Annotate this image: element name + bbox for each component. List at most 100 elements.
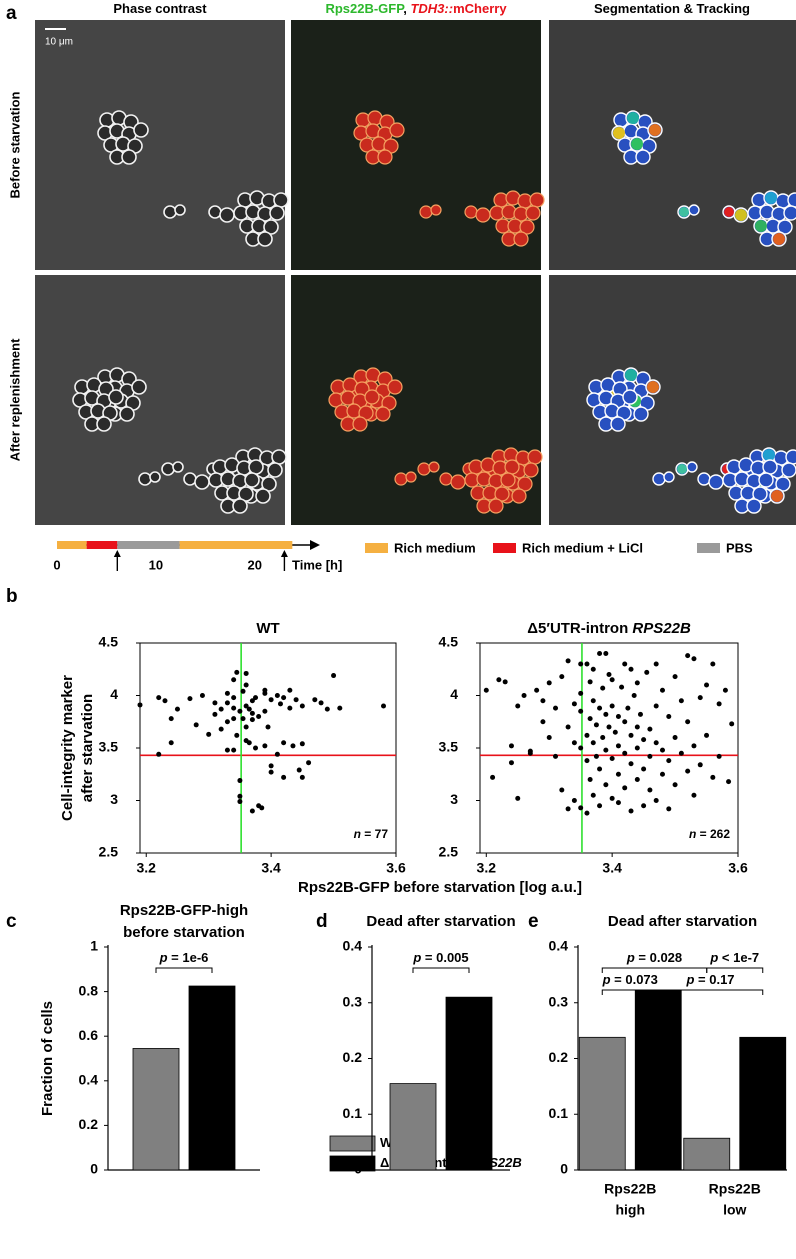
point	[381, 703, 387, 709]
text-part: = 77	[361, 827, 388, 841]
point	[168, 716, 174, 722]
y-tick-label: 0	[90, 1161, 98, 1177]
y-tick-label: 0.1	[343, 1105, 363, 1121]
time-segment	[57, 541, 87, 549]
point	[287, 705, 293, 711]
legend-label: PBS	[726, 540, 753, 555]
point	[274, 751, 280, 757]
point	[597, 766, 603, 772]
column-title: Segmentation & Tracking	[594, 1, 750, 16]
point	[231, 695, 237, 701]
legend-swatch	[329, 1135, 376, 1152]
y-tick-label: 3.5	[439, 739, 459, 755]
point	[262, 708, 268, 714]
point	[634, 680, 640, 686]
x-tick-label: 3.4	[602, 860, 622, 876]
point	[587, 716, 593, 722]
point	[587, 679, 593, 685]
point	[625, 705, 631, 711]
point	[597, 651, 603, 656]
point	[515, 795, 521, 801]
x-tick-label: 20	[248, 557, 262, 572]
image	[35, 20, 289, 270]
point	[249, 808, 255, 814]
point	[162, 698, 168, 704]
point	[678, 698, 684, 704]
point	[615, 714, 621, 719]
axis-arrow	[310, 540, 320, 550]
point	[634, 745, 640, 751]
point	[666, 806, 672, 812]
y-tick-label: 4.5	[439, 634, 459, 650]
text-part: p	[602, 972, 611, 987]
bar	[634, 989, 682, 1171]
plot-frame	[139, 642, 397, 854]
point	[174, 706, 180, 712]
point	[691, 792, 697, 798]
point	[496, 677, 502, 683]
annotation: n = 77	[354, 827, 389, 841]
point	[268, 763, 274, 769]
point	[237, 799, 243, 805]
column-title: Phase contrast	[113, 1, 207, 16]
point	[483, 687, 489, 693]
point	[206, 731, 212, 737]
point	[603, 782, 609, 788]
annotation: n = 262	[689, 827, 730, 841]
title-part: TDH3::	[410, 1, 453, 16]
point	[622, 785, 628, 791]
point	[587, 777, 593, 782]
point	[253, 745, 259, 751]
point	[691, 656, 697, 662]
point	[490, 774, 496, 780]
p-value: p < 1e-7	[709, 950, 759, 965]
y-tick-label: 0.4	[549, 938, 569, 954]
image	[291, 20, 545, 270]
point	[337, 705, 343, 711]
point	[622, 661, 628, 667]
point	[603, 711, 609, 717]
x-tick-label: low	[723, 1202, 746, 1218]
point	[590, 666, 596, 672]
x-tick-label: 3.2	[137, 860, 157, 876]
panel-label: a	[6, 3, 17, 24]
point	[277, 701, 283, 707]
point	[265, 724, 271, 730]
y-tick-label: 2.5	[439, 844, 459, 860]
point	[641, 766, 647, 772]
point	[287, 687, 293, 693]
point	[281, 740, 287, 746]
point	[590, 792, 596, 798]
point	[697, 762, 703, 768]
point	[268, 697, 274, 703]
point	[262, 687, 268, 693]
point	[597, 705, 603, 711]
bar	[389, 1083, 437, 1171]
point	[603, 747, 609, 753]
point	[249, 717, 255, 723]
image	[291, 275, 543, 525]
point	[212, 711, 218, 717]
panel-label: e	[528, 911, 539, 932]
point	[259, 805, 265, 811]
y-axis-title: Cell-integrity marker	[59, 675, 76, 821]
point	[565, 658, 571, 664]
point	[534, 687, 540, 693]
point	[653, 798, 659, 803]
point	[237, 778, 243, 784]
point	[609, 795, 615, 801]
point	[685, 768, 691, 774]
point	[218, 726, 224, 732]
point	[637, 711, 643, 717]
y-tick-label: 0	[560, 1161, 568, 1177]
point	[168, 740, 174, 746]
panel-label: c	[6, 911, 17, 932]
point	[628, 666, 634, 672]
point	[553, 705, 559, 711]
text-part: p	[709, 950, 718, 965]
text-part: WT	[256, 620, 279, 637]
point	[672, 782, 678, 788]
point	[584, 732, 590, 738]
point	[615, 800, 621, 806]
point	[612, 729, 618, 735]
